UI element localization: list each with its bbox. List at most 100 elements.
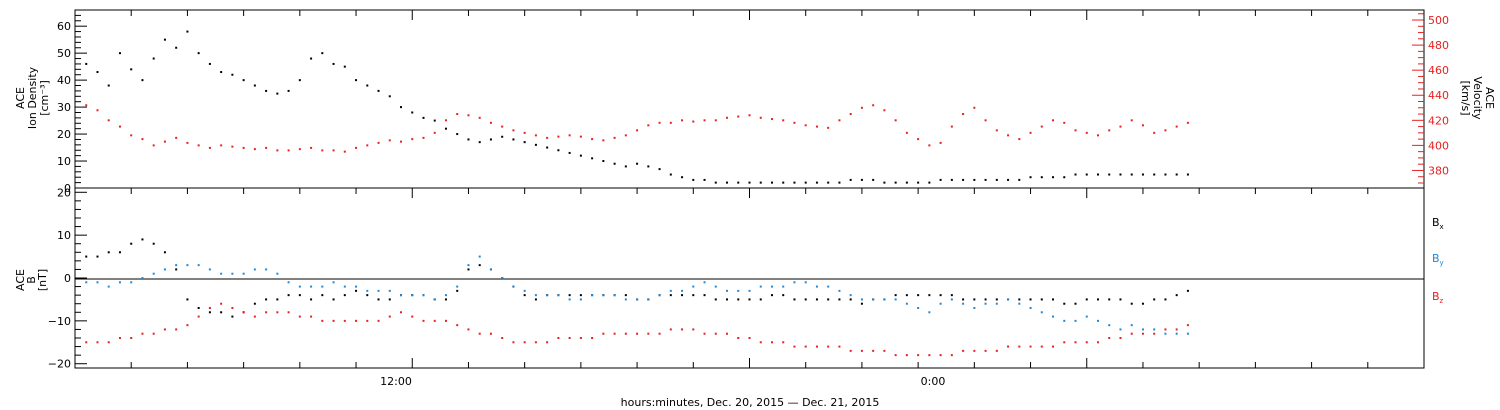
data-point bbox=[1186, 289, 1189, 292]
data-point bbox=[265, 89, 268, 92]
data-point bbox=[591, 337, 594, 339]
data-point bbox=[287, 311, 290, 314]
top-right-tick-label: 440 bbox=[1428, 89, 1449, 102]
data-point bbox=[782, 181, 785, 184]
data-point bbox=[815, 285, 818, 288]
top-left-tick-label: 40 bbox=[57, 74, 71, 87]
data-point bbox=[815, 345, 818, 348]
data-point bbox=[489, 268, 492, 271]
data-point bbox=[1085, 173, 1088, 176]
data-point bbox=[1096, 134, 1099, 137]
data-point bbox=[130, 242, 133, 245]
data-point bbox=[827, 181, 830, 184]
data-point bbox=[557, 135, 560, 138]
data-point bbox=[85, 62, 88, 65]
data-point bbox=[400, 106, 403, 109]
data-point bbox=[444, 119, 447, 122]
data-point bbox=[860, 106, 863, 109]
data-point bbox=[388, 298, 391, 301]
data-point bbox=[96, 341, 99, 344]
data-point bbox=[141, 238, 144, 241]
data-point bbox=[276, 92, 279, 95]
data-point bbox=[512, 129, 515, 132]
data-point bbox=[894, 354, 897, 357]
data-point bbox=[208, 311, 211, 314]
top-right-tick-label: 480 bbox=[1428, 39, 1449, 52]
data-point bbox=[827, 298, 830, 301]
data-point bbox=[917, 181, 920, 184]
data-point bbox=[1175, 294, 1178, 297]
data-point bbox=[310, 298, 313, 301]
data-point bbox=[827, 285, 830, 288]
data-point bbox=[602, 139, 605, 142]
data-point bbox=[647, 298, 650, 301]
data-point bbox=[1096, 319, 1099, 322]
data-point bbox=[591, 294, 594, 297]
top-left-title-line3: [cm⁻³] bbox=[38, 80, 51, 116]
data-point bbox=[939, 141, 942, 144]
data-point bbox=[220, 71, 223, 74]
data-point bbox=[1186, 324, 1189, 327]
top-left-title-line1: ACE bbox=[14, 87, 27, 109]
data-point bbox=[737, 289, 740, 292]
data-point bbox=[276, 272, 279, 275]
data-point bbox=[714, 332, 717, 335]
data-point bbox=[1141, 302, 1144, 305]
data-point bbox=[1130, 173, 1133, 176]
data-point bbox=[118, 337, 121, 339]
data-point bbox=[636, 332, 639, 335]
data-point bbox=[489, 138, 492, 141]
data-point bbox=[928, 181, 931, 184]
data-point bbox=[613, 332, 616, 335]
data-point bbox=[579, 135, 582, 138]
legend-bx: Bx bbox=[1432, 216, 1444, 231]
data-point bbox=[669, 173, 672, 176]
data-point bbox=[928, 311, 931, 314]
data-point bbox=[1108, 298, 1111, 301]
data-point bbox=[501, 337, 504, 339]
data-point bbox=[242, 311, 245, 314]
data-point bbox=[1119, 173, 1122, 176]
data-point bbox=[782, 285, 785, 288]
data-point bbox=[444, 319, 447, 322]
data-point bbox=[714, 298, 717, 301]
data-point bbox=[107, 119, 110, 122]
data-point bbox=[310, 146, 313, 149]
data-point bbox=[1164, 332, 1167, 335]
data-point bbox=[950, 125, 953, 128]
data-point bbox=[478, 116, 481, 119]
data-point bbox=[1018, 138, 1021, 141]
data-point bbox=[1130, 302, 1133, 305]
legend: Bx By Bz bbox=[1432, 216, 1444, 305]
data-point bbox=[804, 281, 807, 284]
data-point bbox=[849, 294, 852, 297]
data-point bbox=[1029, 298, 1032, 301]
data-point bbox=[1164, 129, 1167, 132]
data-point bbox=[208, 146, 211, 149]
data-point bbox=[355, 289, 358, 292]
data-point bbox=[804, 124, 807, 127]
data-point bbox=[355, 285, 358, 288]
data-point bbox=[872, 178, 875, 181]
data-point bbox=[186, 264, 189, 267]
data-point bbox=[1175, 332, 1178, 335]
data-point bbox=[827, 345, 830, 348]
data-point bbox=[726, 289, 729, 292]
data-point bbox=[422, 319, 425, 322]
data-point bbox=[917, 138, 920, 141]
data-point bbox=[175, 268, 178, 271]
data-point bbox=[512, 341, 515, 344]
data-point bbox=[1052, 345, 1055, 348]
data-point bbox=[310, 285, 313, 288]
data-point bbox=[905, 354, 908, 357]
data-point bbox=[973, 349, 976, 352]
data-point bbox=[759, 298, 762, 301]
data-point bbox=[1029, 131, 1032, 134]
data-point bbox=[894, 181, 897, 184]
data-point bbox=[422, 136, 425, 139]
data-point bbox=[478, 141, 481, 144]
data-point bbox=[939, 178, 942, 181]
data-point bbox=[220, 272, 223, 275]
data-point bbox=[422, 294, 425, 297]
data-point bbox=[141, 138, 144, 141]
